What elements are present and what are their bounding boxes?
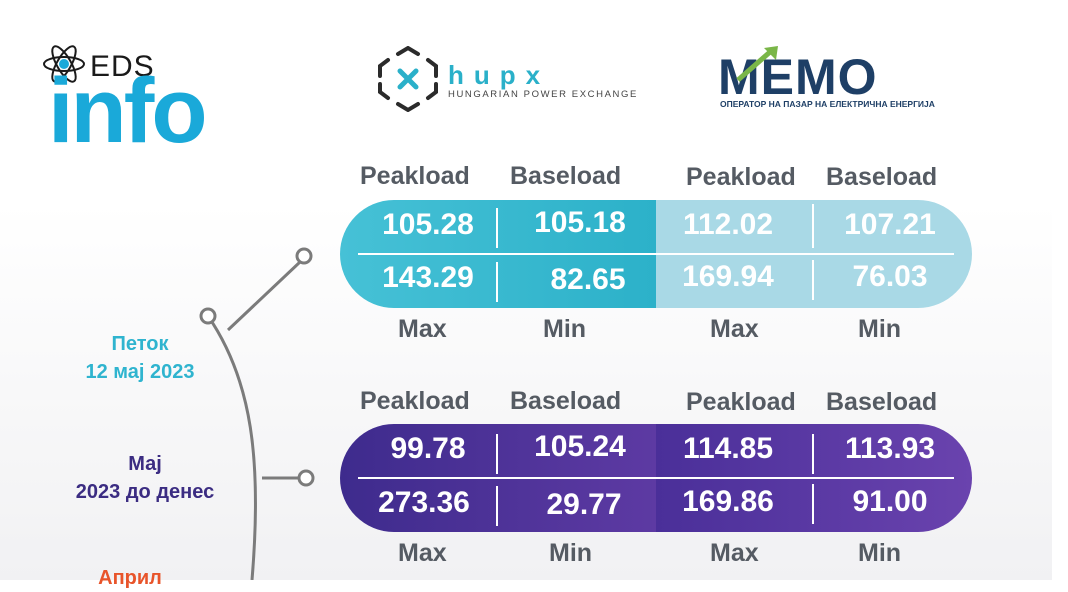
- hupx-name: hupx: [448, 60, 551, 90]
- row2-divider: [496, 486, 498, 526]
- row2-hupx-baseload-value: 105.24: [534, 430, 626, 463]
- row1-divider: [496, 262, 498, 302]
- row2-memo-peakload-value: 114.85: [682, 432, 774, 465]
- row2-hupx-min-value: 29.77: [546, 488, 622, 521]
- row2-memo-min-value: 91.00: [852, 485, 928, 518]
- date-line1: Петок: [111, 333, 169, 355]
- row1-hupx-baseload-value: 105.18: [534, 206, 626, 239]
- row2-divider: [812, 484, 814, 524]
- date-line1: Април: [98, 567, 162, 589]
- row1-divider: [812, 260, 814, 300]
- row2-divider: [812, 434, 814, 474]
- row2-hupx-max-label: Max: [398, 539, 447, 567]
- hupx-subtitle: HUNGARIAN POWER EXCHANGE: [448, 89, 638, 100]
- row2-hupx-peakload-value: 99.78: [390, 432, 466, 465]
- row2-divider: [496, 434, 498, 474]
- row1-memo-min-label: Min: [858, 315, 902, 343]
- hupx-logo: hupx HUNGARIAN POWER EXCHANGE: [378, 46, 638, 116]
- row1-memo-peakload-header: Peakload: [686, 163, 796, 191]
- row2-hupx-peakload-header: Peakload: [360, 387, 470, 415]
- memo-subtitle: ОПЕРАТОР НА ПАЗАР НА ЕЛЕКТРИЧНА ЕНЕРГИЈА: [720, 99, 935, 109]
- row2-memo-max-label: Max: [710, 539, 759, 567]
- row1-hupx-min-value: 82.65: [550, 263, 626, 296]
- row2-memo-min-label: Min: [858, 539, 902, 567]
- date-line2: 12 мај 2023: [85, 361, 195, 383]
- memo-logo: MEMO ОПЕРАТОР НА ПАЗАР НА ЕЛЕКТРИЧНА ЕНЕ…: [718, 46, 935, 120]
- timeline: [199, 247, 315, 580]
- row1-divider: [812, 204, 814, 248]
- row2-memo-peakload-header: Peakload: [686, 388, 796, 416]
- row1-hupx-min-label: Min: [543, 315, 587, 343]
- atom-icon: [43, 45, 85, 83]
- date-line2: 2023 до денес: [75, 481, 215, 503]
- row2-hupx-baseload-header: Baseload: [510, 387, 622, 415]
- date-line1: Мај: [128, 453, 162, 475]
- row2-memo-max-value: 169.86: [682, 485, 774, 518]
- date-label-row2: Мај 2023 до денес: [32, 450, 258, 506]
- eds-label: EDS: [90, 50, 155, 83]
- row2-hupx-max-value: 273.36: [378, 486, 470, 519]
- row1-price-pill: 105.28 105.18 143.29 82.65 112.02 107.21…: [340, 200, 972, 308]
- row2-hupx-min-label: Min: [549, 539, 593, 567]
- row1-memo-max-label: Max: [710, 315, 759, 343]
- eds-info-logo: EDS info: [42, 40, 282, 162]
- right-margin: [1052, 0, 1068, 580]
- row1-hupx-max-label: Max: [398, 315, 447, 343]
- row1-hupx-peakload-value: 105.28: [382, 208, 474, 241]
- row2-divider: [358, 477, 954, 479]
- row1-hupx-max-value: 143.29: [382, 261, 474, 294]
- row1-hupx-baseload-header: Baseload: [510, 162, 622, 190]
- row1-memo-min-value: 76.03: [852, 260, 928, 293]
- row2-memo-baseload-value: 113.93: [844, 432, 936, 465]
- row1-memo-peakload-value: 112.02: [682, 208, 774, 241]
- row1-memo-max-value: 169.94: [682, 260, 774, 293]
- date-label-row1: Петок 12 мај 2023: [40, 330, 240, 386]
- eds-info-wordmark: info: [48, 60, 208, 162]
- row1-memo-baseload-header: Baseload: [826, 163, 938, 191]
- hupx-hexagon-icon: [378, 46, 438, 112]
- row1-divider: [496, 208, 498, 248]
- date-label-row3: Април: [80, 564, 180, 592]
- row1-hupx-peakload-header: Peakload: [360, 162, 470, 190]
- row1-divider: [358, 253, 954, 255]
- memo-arrow-icon: [736, 46, 778, 82]
- row1-memo-baseload-value: 107.21: [844, 208, 936, 241]
- row2-price-pill: 99.78 105.24 273.36 29.77 114.85 113.93 …: [340, 424, 972, 532]
- row2-memo-baseload-header: Baseload: [826, 388, 938, 416]
